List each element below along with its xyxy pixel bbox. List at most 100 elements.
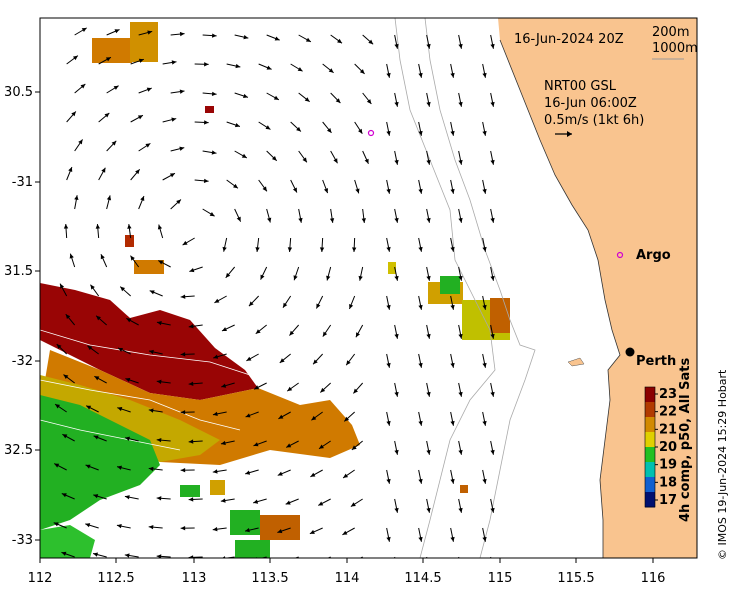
current-arrow-head <box>203 178 209 184</box>
current-arrow-head <box>458 159 463 165</box>
current-arrow-head <box>117 406 123 412</box>
current-arrow-head <box>53 522 59 527</box>
current-arrow-head <box>135 169 140 175</box>
current-arrow-head <box>418 362 423 368</box>
current-arrow-head <box>271 156 277 161</box>
current-arrow-head <box>148 408 154 413</box>
current-arrow-head <box>235 63 241 69</box>
current-arrow-head <box>188 439 194 444</box>
current-arrow-head <box>262 186 267 192</box>
current-time-label: 16-Jun 06:00Z <box>544 96 637 111</box>
current-arrow-head <box>116 524 122 529</box>
current-arrow-head <box>450 420 455 426</box>
current-arrow-head <box>490 217 495 223</box>
current-arrow-head <box>394 449 399 455</box>
current-arrow-head <box>418 478 423 484</box>
current-arrow-head <box>214 298 220 303</box>
current-arrow-head <box>267 217 272 223</box>
current-arrow-head <box>394 507 399 513</box>
y-tick-label: -32 <box>12 354 33 369</box>
current-arrow-head <box>490 333 495 339</box>
colorbar-segment <box>645 447 655 463</box>
y-tick-label: -33 <box>12 533 33 548</box>
current-arrow-head <box>364 158 369 164</box>
current-arrow-head <box>351 445 357 450</box>
current-arrow-head <box>137 115 143 120</box>
current-arrow-head <box>386 478 391 484</box>
current-arrow-head <box>288 557 289 558</box>
current-arrow-head <box>171 60 177 65</box>
rottnest-island <box>567 357 585 367</box>
current-arrow-head <box>213 354 219 359</box>
current-arrow-head <box>279 358 285 363</box>
current-arrow-head <box>458 101 463 107</box>
sst-isotherm <box>40 329 251 376</box>
current-arrow-head <box>260 274 265 280</box>
current-arrow-head <box>355 188 360 194</box>
current-arrow-head <box>209 212 215 217</box>
current-arrow-head <box>72 55 78 61</box>
current-arrow-head <box>313 359 318 365</box>
colorbar-tick-label: 22 <box>659 405 677 420</box>
current-arrow-head <box>450 478 455 484</box>
current-arrow <box>490 556 492 558</box>
current-arrow-head <box>68 167 73 173</box>
current-arrow-head <box>60 283 65 289</box>
current-arrow-head <box>148 466 154 472</box>
current-arrow-head <box>120 286 126 292</box>
current-arrow-head <box>318 559 323 563</box>
current-arrow-head <box>328 68 334 73</box>
current-arrow-head <box>450 72 455 78</box>
current-arrow-head <box>297 67 303 72</box>
current-arrow-head <box>426 101 431 107</box>
x-tick-label: 115.5 <box>557 571 594 586</box>
isobath-1000m-label: 1000m <box>652 41 698 56</box>
current-arrow-head <box>426 275 431 281</box>
x-axis: 112 112.5 113 113.5 114 114.5 115 115.5 116 <box>28 558 665 586</box>
current-arrow-head <box>156 379 162 384</box>
current-arrow-head <box>361 218 366 223</box>
current-arrow-head <box>243 93 248 99</box>
current-arrow-head <box>113 85 119 90</box>
current-arrow-head <box>62 434 68 439</box>
current-arrow-head <box>71 111 76 117</box>
current-arrow-head <box>125 436 130 441</box>
sst-pixel-cluster <box>210 480 225 495</box>
current-arrow-head <box>124 495 130 500</box>
current-arrow-head <box>350 502 356 507</box>
sst-patch-green-south <box>40 525 95 558</box>
x-tick-label: 113 <box>182 571 207 586</box>
current-arrow-head <box>211 33 217 38</box>
y-axis: 30.5 -31 31.5 -32 32.5 -33 <box>4 85 40 548</box>
current-arrow-head <box>253 499 259 504</box>
current-arrow-head <box>138 58 144 63</box>
current-arrow-head <box>335 98 341 104</box>
current-arrow-head <box>255 247 260 252</box>
current-arrow-head <box>225 272 231 278</box>
current-arrow-head <box>188 555 194 558</box>
current-arrow-head <box>458 275 463 281</box>
current-arrow-head <box>130 255 135 261</box>
colorbar-tick-label: 21 <box>659 422 677 437</box>
current-arrow-head <box>69 253 74 259</box>
current-arrow-head <box>179 31 185 37</box>
current-arrow-head <box>346 360 351 366</box>
colorbar-segment <box>645 432 655 448</box>
current-arrow-head <box>320 387 326 393</box>
isobath-200m-label: 200m <box>652 25 689 40</box>
current-arrow-head <box>358 275 363 281</box>
colorbar-tick-label: 23 <box>659 387 677 402</box>
current-arrow-head <box>180 410 186 415</box>
current-arrow-head <box>149 290 155 295</box>
sst-pixel-cluster <box>134 260 164 274</box>
current-arrow-head <box>418 246 423 252</box>
argo-float-marker <box>367 129 375 137</box>
sst-pixel-cluster <box>460 485 468 493</box>
current-arrow-head <box>349 304 354 309</box>
current-arrow-head <box>148 349 154 355</box>
current-arrow-head <box>274 36 280 41</box>
sst-field <box>40 22 510 558</box>
current-arrow-head <box>124 553 130 558</box>
current-arrow-head <box>426 333 431 339</box>
current-arrow-head <box>179 89 185 94</box>
